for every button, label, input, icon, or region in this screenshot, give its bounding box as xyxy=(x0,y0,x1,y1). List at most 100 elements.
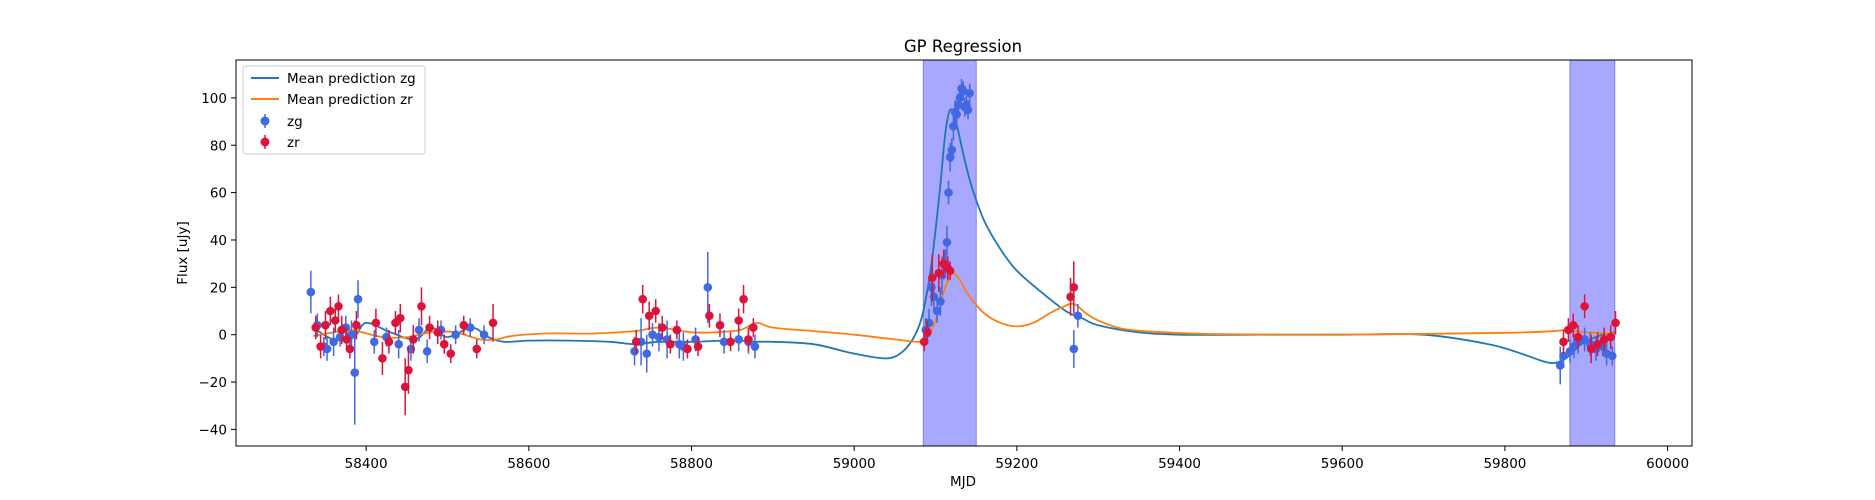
x-tick-label: 58800 xyxy=(670,456,713,472)
observations xyxy=(306,78,1620,425)
zr-point xyxy=(396,313,405,323)
legend-swatch-zg xyxy=(260,116,270,126)
zg-point xyxy=(394,339,403,349)
chart-title: GP Regression xyxy=(904,37,1022,56)
zr-point xyxy=(459,320,469,330)
zg-point xyxy=(1607,351,1617,361)
zr-point xyxy=(1568,320,1578,330)
x-tick-label: 59600 xyxy=(1321,456,1364,472)
zr-point xyxy=(330,316,340,325)
zr-point xyxy=(342,335,351,344)
y-tick-label: −40 xyxy=(199,422,228,438)
zr-point xyxy=(1599,335,1609,344)
y-tick-label: 20 xyxy=(210,280,227,296)
zr-point xyxy=(334,301,343,311)
zr-point xyxy=(345,344,355,354)
zr-point xyxy=(352,320,361,330)
zr-point xyxy=(644,311,654,321)
y-tick-label: 0 xyxy=(218,328,227,344)
x-axis-title: MJD xyxy=(950,474,976,490)
zg-point xyxy=(479,330,489,339)
zr-point xyxy=(439,339,449,349)
y-tick-label: −20 xyxy=(199,375,228,391)
zg-point xyxy=(944,188,953,197)
zg-point xyxy=(465,323,475,332)
zr-point xyxy=(923,328,932,337)
zr-point xyxy=(1573,332,1583,342)
zr-point xyxy=(321,320,330,330)
zg-point xyxy=(654,332,664,342)
legend-label-zr: zr xyxy=(287,135,300,151)
zg-point xyxy=(963,105,973,115)
zg-point xyxy=(1069,344,1079,354)
zg-point xyxy=(648,330,657,339)
zg-point xyxy=(1580,335,1589,344)
zr-point xyxy=(378,354,387,363)
zr-point xyxy=(651,306,661,316)
zr-point xyxy=(1586,344,1596,354)
y-axis: −40 −20 0 20 40 60 80 100 xyxy=(199,91,236,438)
zg-point xyxy=(703,283,713,292)
zr-point xyxy=(693,342,703,351)
x-tick-label: 58400 xyxy=(345,456,388,472)
zg-point xyxy=(952,110,961,119)
zr-point xyxy=(705,311,714,321)
zr-point xyxy=(638,294,648,304)
zr-point xyxy=(472,344,482,354)
zr-point xyxy=(744,335,753,344)
x-tick-label: 60000 xyxy=(1646,456,1689,472)
zg-point xyxy=(422,346,432,356)
zr-point xyxy=(316,342,325,351)
zr-point xyxy=(657,323,667,332)
zg-point xyxy=(306,287,316,297)
legend-swatch-zr xyxy=(260,137,270,147)
zr-point xyxy=(417,301,426,311)
zr-point xyxy=(371,318,381,328)
zg-point xyxy=(630,346,639,356)
zr-point xyxy=(425,323,434,332)
x-tick-label: 58600 xyxy=(507,456,550,472)
zg-point xyxy=(932,306,942,316)
zr-point xyxy=(404,365,413,375)
zr-point xyxy=(749,323,758,332)
zg-point xyxy=(936,297,945,306)
zr-point xyxy=(446,349,456,358)
y-axis-title: Flux [uJy] xyxy=(175,221,191,284)
y-tick-label: 100 xyxy=(201,91,227,107)
zr-point xyxy=(311,323,321,332)
zg-point xyxy=(353,294,363,304)
zr-point xyxy=(715,320,725,330)
zg-point xyxy=(924,318,934,328)
zr-point xyxy=(488,318,498,328)
zr-point xyxy=(1069,283,1079,292)
legend: Mean prediction zg Mean prediction zr zg… xyxy=(242,65,426,155)
x-tick-label: 59800 xyxy=(1483,456,1526,472)
zr-point xyxy=(934,268,944,278)
zr-point xyxy=(1606,332,1615,342)
y-tick-label: 60 xyxy=(210,186,227,202)
zr-point xyxy=(1611,318,1620,328)
zr-point xyxy=(683,344,692,354)
zr-point xyxy=(337,325,347,335)
zr-point xyxy=(631,337,641,347)
x-tick-label: 59000 xyxy=(833,456,876,472)
zg-point xyxy=(1073,311,1083,321)
zg-point xyxy=(750,342,760,351)
zr-point xyxy=(1580,301,1589,311)
zr-point xyxy=(927,273,937,283)
zr-point xyxy=(1593,339,1602,349)
zg-point xyxy=(1559,351,1568,361)
zr-point xyxy=(726,337,735,347)
zr-point xyxy=(666,339,675,349)
x-tick-label: 59200 xyxy=(995,456,1038,472)
zg-point xyxy=(958,86,968,96)
zg-point xyxy=(642,349,652,358)
y-tick-label: 40 xyxy=(210,233,227,249)
y-tick-label: 80 xyxy=(210,138,227,154)
zg-point xyxy=(329,337,338,347)
zr-point xyxy=(400,382,410,392)
zr-point xyxy=(1559,337,1568,347)
zg-point xyxy=(945,152,955,162)
zg-point xyxy=(1555,361,1565,370)
zr-point xyxy=(945,266,955,276)
